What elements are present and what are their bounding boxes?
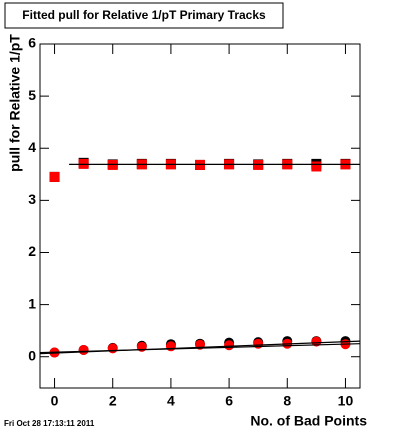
fit-line (39, 343, 361, 354)
x-tick-label: 8 (283, 393, 291, 409)
y-tick-label: 4 (28, 139, 36, 155)
circle-marker (311, 336, 322, 347)
y-tick-label: 1 (28, 295, 36, 311)
x-axis-label: No. of Bad Points (250, 413, 367, 429)
y-tick-label: 5 (28, 87, 36, 103)
y-tick-label: 3 (28, 191, 36, 207)
chart-title: Fitted pull for Relative 1/pT Primary Tr… (22, 8, 266, 22)
square-marker (49, 171, 60, 182)
circle-marker (224, 340, 235, 351)
plot-frame (39, 43, 361, 389)
square-marker (311, 161, 322, 172)
circle-marker (165, 341, 176, 352)
y-tick-label: 2 (28, 243, 36, 259)
circle-marker (107, 343, 118, 354)
x-tick-label: 10 (338, 393, 354, 409)
y-tick-label: 0 (28, 347, 36, 363)
footer: Fri Oct 28 17:13:11 2011 (4, 419, 95, 428)
y-tick-label: 6 (28, 35, 36, 51)
x-tick-label: 2 (109, 393, 117, 409)
x-tick-label: 0 (51, 393, 59, 409)
x-tick-label: 4 (167, 393, 175, 409)
y-axis-label: pull for Relative 1/pT (7, 34, 23, 172)
title-box (4, 2, 284, 29)
x-tick-label: 6 (225, 393, 233, 409)
circle-marker (78, 344, 89, 355)
